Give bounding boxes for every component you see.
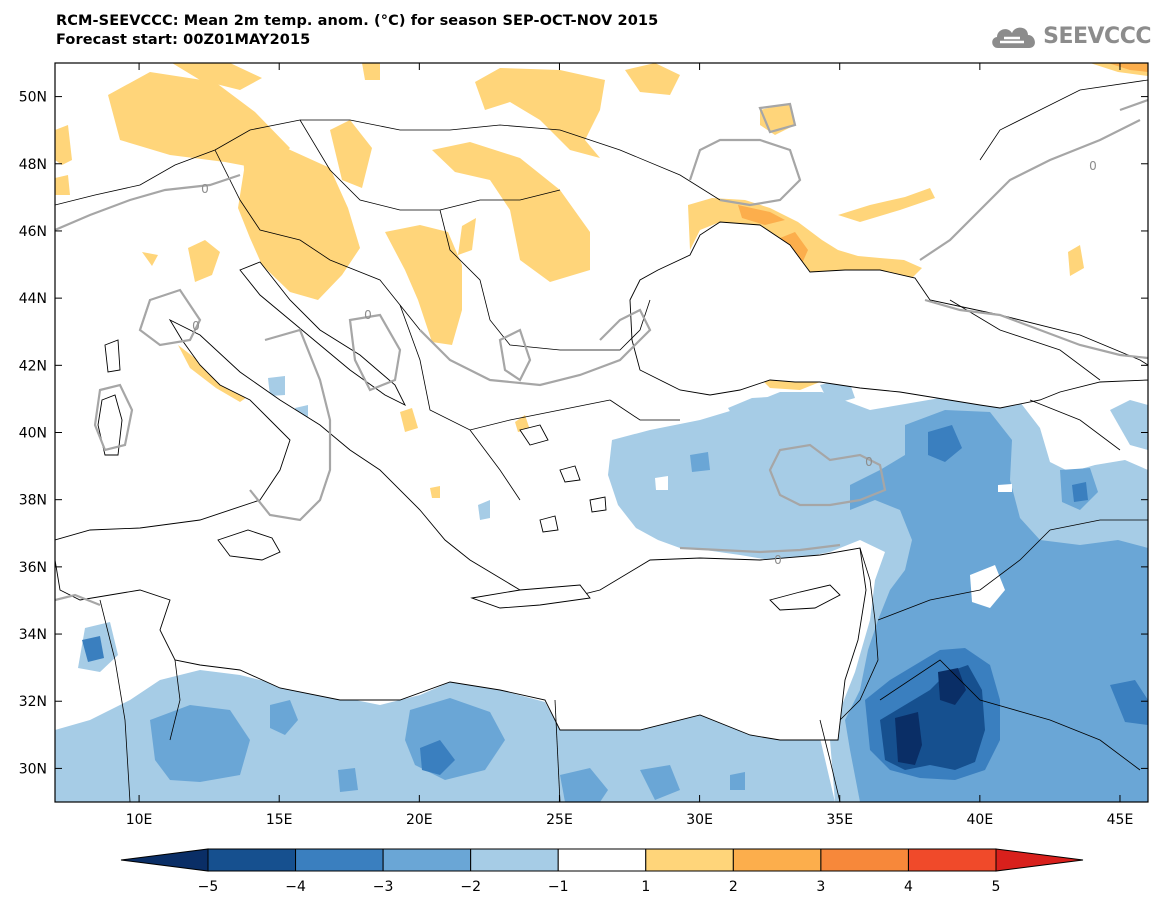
contour-label: 0 (364, 308, 372, 322)
black-sea (629, 221, 1148, 409)
colorbar-label: 3 (816, 879, 825, 895)
colorbar-upper-extension (995, 848, 1084, 872)
cold5-anomaly-areas (895, 668, 966, 765)
cyprus (769, 584, 841, 611)
colorbar-label: −4 (285, 879, 306, 895)
x-tick-label: 40E (967, 812, 994, 828)
colorbar-label: 1 (641, 879, 650, 895)
contour-label: 0 (865, 455, 873, 469)
colorbar-bin (820, 848, 909, 872)
y-tick-label: 30N (19, 761, 47, 777)
colorbar-label: −3 (373, 879, 394, 895)
colorbar-bin (470, 848, 559, 872)
colorbar: −5 −4 −3 −2 −1 1 2 3 4 5 (120, 848, 1084, 895)
x-tick-label: 30E (686, 812, 713, 828)
crete (470, 584, 591, 609)
x-tick-label: 10E (126, 812, 153, 828)
y-tick-label: 34N (19, 627, 47, 643)
colorbar-bin (295, 848, 384, 872)
contour-label: 0 (1089, 159, 1097, 173)
colorbar-label: −1 (548, 879, 569, 895)
sardinia (97, 394, 123, 456)
y-tick-label: 36N (19, 560, 47, 576)
contour-labels: 0 0 0 0 0 0 (192, 159, 1097, 567)
contour-label: 0 (201, 182, 209, 196)
colorbar-label: 4 (904, 879, 913, 895)
seas (55, 221, 1148, 741)
y-tick-label: 42N (19, 358, 47, 374)
seevccc-logo: SEEVCCC (988, 20, 1151, 52)
title-block: RCM-SEEVCCC: Mean 2m temp. anom. (°C) fo… (56, 12, 658, 50)
y-tick-label: 38N (19, 493, 47, 509)
zero-contour-lines (55, 98, 1148, 607)
mediterranean-sea (55, 318, 867, 741)
map-title: RCM-SEEVCCC: Mean 2m temp. anom. (°C) fo… (56, 13, 659, 29)
y-tick-label: 40N (19, 426, 47, 442)
contour-label: 0 (192, 319, 200, 333)
adriatic-sea (239, 261, 407, 407)
x-tick-label: 20E (406, 812, 433, 828)
colorbar-label: −2 (460, 879, 481, 895)
sicily (217, 529, 281, 561)
neutral-holes (655, 476, 1012, 608)
colorbar-lower-extension (120, 848, 209, 872)
colorbar-bin (732, 848, 822, 872)
map-axes: 10E 15E 20E 25E 30E 35E 40E 45E 50N 48N 46N 44N 42N 4… (19, 63, 1148, 828)
colorbar-bin (645, 848, 734, 872)
corsica (104, 339, 121, 373)
anomaly-field (55, 63, 1148, 802)
colorbar-bin (382, 848, 472, 872)
logo-text: SEEVCCC (1043, 23, 1151, 49)
y-tick-label: 50N (19, 90, 47, 106)
x-tick-label: 15E (266, 812, 293, 828)
y-tick-label: 48N (19, 157, 47, 173)
x-tick-label: 25E (546, 812, 573, 828)
colorbar-bin (557, 848, 647, 872)
colorbar-bin (207, 848, 297, 872)
country-borders (55, 79, 1148, 802)
y-tick-label: 46N (19, 224, 47, 240)
cloud-logo-icon (992, 27, 1036, 48)
contour-label: 0 (774, 553, 782, 567)
x-tick-label: 35E (826, 812, 853, 828)
colorbar-bin (907, 848, 997, 872)
y-tick-label: 44N (19, 291, 47, 307)
colorbar-label: 5 (992, 879, 1001, 895)
forecast-start: Forecast start: 00Z01MAY2015 (56, 32, 311, 48)
islands (97, 339, 841, 611)
colorbar-label: 2 (729, 879, 738, 895)
x-tick-label: 45E (1107, 812, 1134, 828)
y-tick-label: 32N (19, 694, 47, 710)
colorbar-label: −5 (198, 879, 219, 895)
